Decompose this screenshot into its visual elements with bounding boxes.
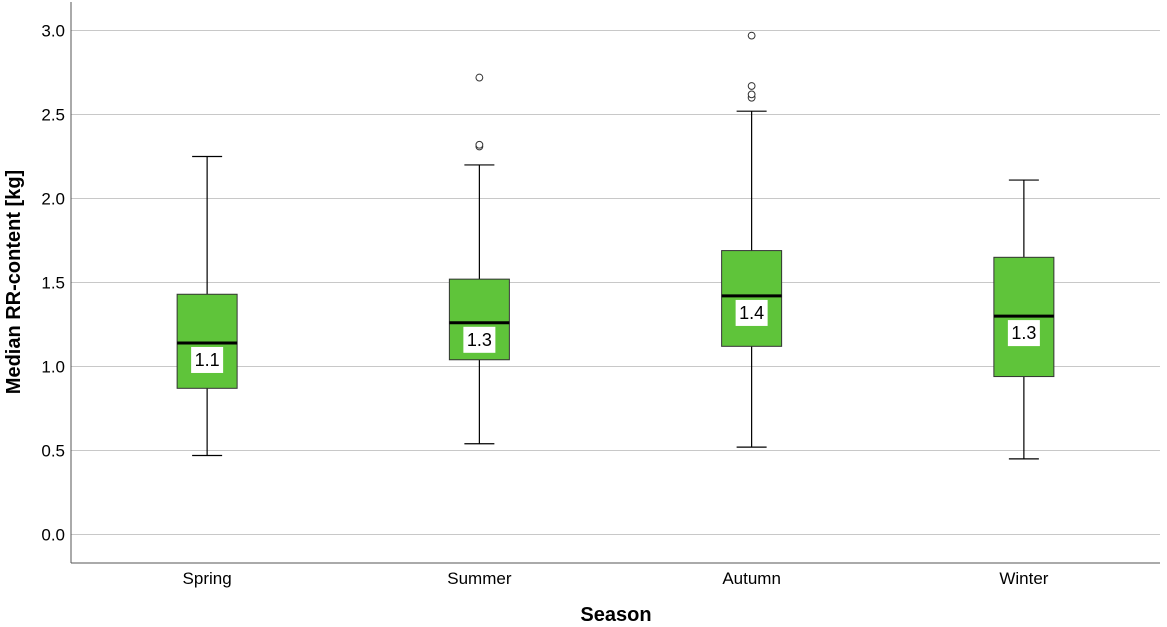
- x-tick-label: Spring: [183, 569, 232, 588]
- box-group: 1.3: [993, 179, 1055, 460]
- box-group: 1.3: [448, 73, 510, 445]
- median-label-bg: [1007, 320, 1040, 347]
- median-label: 1.3: [1011, 323, 1036, 343]
- x-tick-label: Winter: [999, 569, 1048, 588]
- median-label: 1.4: [739, 303, 764, 323]
- box-group: 1.4: [721, 31, 783, 448]
- y-tick-label: 1.5: [41, 274, 65, 293]
- iqr-box: [721, 250, 783, 347]
- median-label-bg: [191, 346, 224, 373]
- y-tick-label: 2.0: [41, 190, 65, 209]
- y-tick-label: 0.0: [41, 525, 65, 544]
- x-tick-labels: Spring Summer Autumn Winter: [183, 569, 1049, 588]
- axes: [70, 2, 1160, 564]
- y-tick-label: 1.0: [41, 357, 65, 376]
- boxes: 1.1 1.3 1.4 1.3: [176, 31, 1055, 460]
- outlier-point: [475, 73, 484, 82]
- y-axis-title: Median RR-content [kg]: [3, 170, 25, 394]
- outlier-point: [475, 140, 484, 149]
- x-axis-title: Season: [580, 604, 651, 626]
- box-group: 1.1: [176, 155, 238, 457]
- y-tick-labels: 0.0 0.5 1.0 1.5 2.0 2.5 3.0: [41, 22, 65, 545]
- outlier-point: [747, 31, 756, 40]
- median-label: 1.1: [195, 350, 220, 370]
- outlier-point: [747, 90, 756, 99]
- median-label: 1.3: [467, 330, 492, 350]
- x-tick-label: Summer: [447, 569, 512, 588]
- x-tick-label: Autumn: [722, 569, 781, 588]
- median-label-bg: [735, 299, 768, 326]
- y-tick-label: 2.5: [41, 106, 65, 125]
- median-label-bg: [463, 326, 496, 353]
- outlier-point: [747, 82, 756, 90]
- gridlines: [71, 30, 1160, 535]
- y-tick-label: 3.0: [41, 22, 65, 41]
- iqr-box: [176, 293, 238, 389]
- y-tick-label: 0.5: [41, 441, 65, 460]
